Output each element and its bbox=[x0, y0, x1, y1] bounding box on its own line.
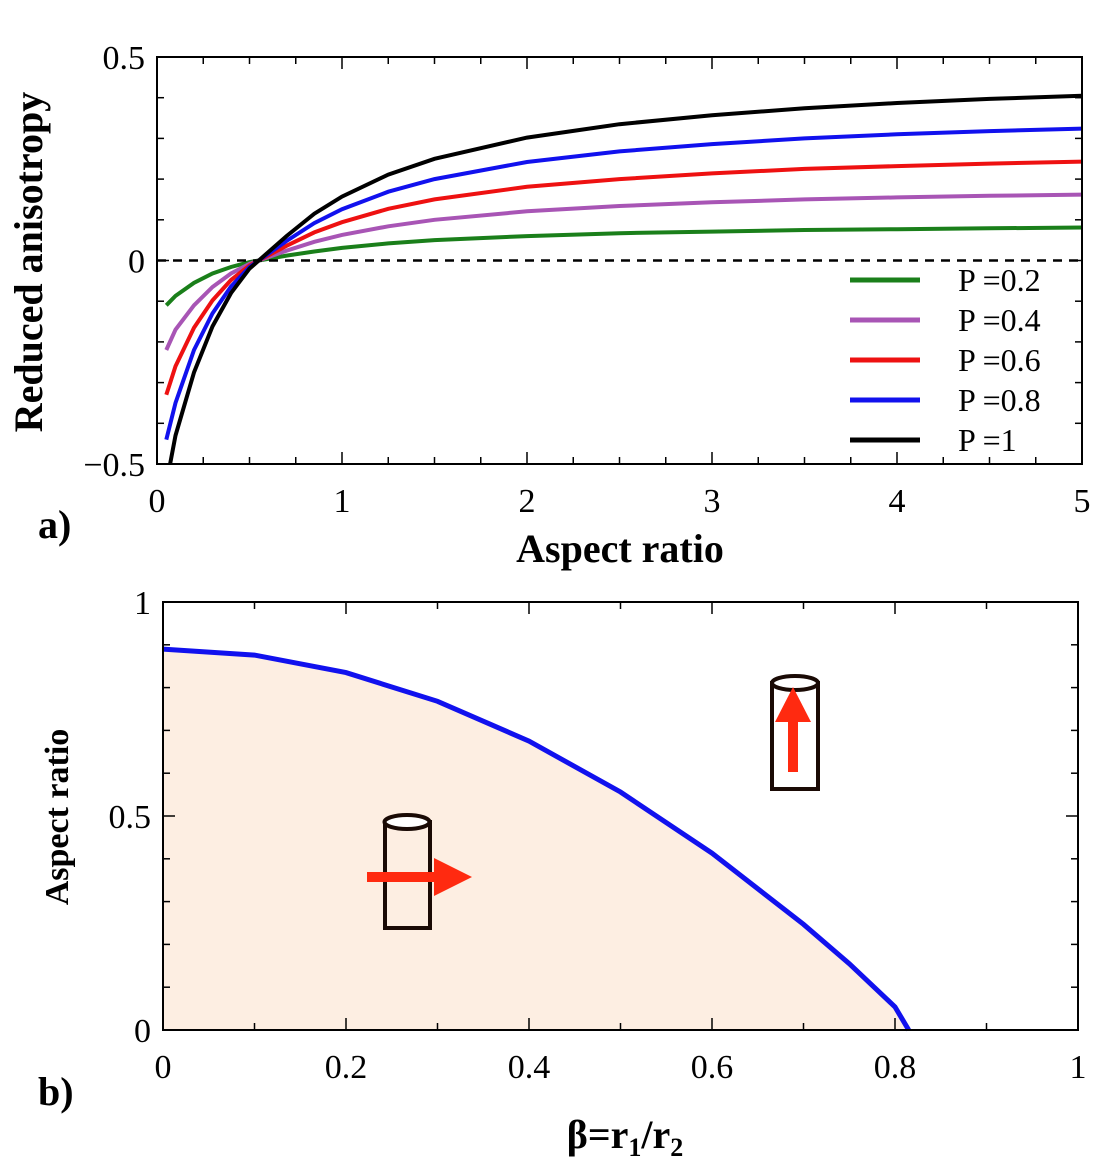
panel-b-frame bbox=[162, 601, 1079, 1031]
y-tick-label: 0.5 bbox=[109, 799, 152, 836]
shaded-region bbox=[163, 649, 909, 1030]
x-tick-label: 0.2 bbox=[325, 1049, 368, 1086]
panel-a-y-axis-title: Reduced anisotropy bbox=[6, 92, 51, 432]
x-tick-label: 0.6 bbox=[691, 1049, 734, 1086]
legend-entry: P =1 bbox=[850, 422, 1017, 458]
vertical-arrow-head bbox=[775, 687, 811, 722]
series-line-1 bbox=[164, 225, 1083, 307]
legend-label: P =1 bbox=[958, 422, 1017, 458]
x-title-sub1: 1 bbox=[628, 1133, 641, 1162]
panel-b-x-axis-title: β=r1/r2 bbox=[567, 1112, 684, 1162]
legend-entry: P =0.8 bbox=[850, 382, 1041, 418]
x-tick-label: 1 bbox=[1070, 1049, 1087, 1086]
panel-b-x-tick-labels: 0 0.2 0.4 0.6 0.8 1 bbox=[155, 1049, 1087, 1086]
legend-label: P =0.2 bbox=[958, 262, 1041, 298]
panel-a-x-tick-labels: 0 1 2 3 4 5 bbox=[149, 483, 1091, 520]
panel-a-label: a) bbox=[38, 502, 71, 547]
legend-entry: P =0.6 bbox=[850, 342, 1041, 378]
panel-a-curves bbox=[164, 93, 1083, 465]
series-line-5 bbox=[168, 93, 1083, 465]
y-tick-label: −0.5 bbox=[83, 447, 145, 484]
legend-label: P =0.4 bbox=[958, 302, 1041, 338]
legend-entry: P =0.2 bbox=[850, 262, 1041, 298]
series-line-3 bbox=[164, 159, 1083, 396]
x-tick-label: 0.8 bbox=[874, 1049, 917, 1086]
panel-b-y-axis-title: Aspect ratio bbox=[39, 729, 76, 906]
x-tick-label: 1 bbox=[334, 483, 351, 520]
x-tick-label: 5 bbox=[1074, 483, 1091, 520]
horizontal-arrow-head bbox=[434, 858, 472, 896]
cylinder-top bbox=[770, 674, 820, 692]
panel-b-label: b) bbox=[38, 1069, 74, 1114]
y-tick-label: 1 bbox=[134, 585, 151, 622]
phase-boundary-curve bbox=[162, 646, 911, 1032]
x-tick-label: 3 bbox=[704, 483, 721, 520]
x-title-mid: /r bbox=[640, 1112, 670, 1157]
series-line-4 bbox=[164, 126, 1083, 441]
x-tick-label: 4 bbox=[889, 483, 906, 520]
x-title-sub2: 2 bbox=[670, 1133, 683, 1162]
panel-b: 00.51 0 0.2 0.4 0.6 0.8 1 Aspect ratio β=r1/r… bbox=[38, 585, 1087, 1162]
panel-a-frame bbox=[156, 56, 1083, 465]
x-title-main: β=r bbox=[567, 1112, 629, 1157]
legend: P =0.2 P =0.4 P =0.6 P =0.8 P =1 bbox=[850, 262, 1041, 458]
x-tick-label: 0.4 bbox=[508, 1049, 551, 1086]
legend-label: P =0.6 bbox=[958, 342, 1041, 378]
panel-a-x-axis-title: Aspect ratio bbox=[516, 526, 724, 571]
y-tick-label: 0.5 bbox=[103, 40, 146, 77]
legend-entry: P =0.4 bbox=[850, 302, 1041, 338]
y-tick-label: 0 bbox=[134, 1013, 151, 1050]
cylinder-top bbox=[382, 813, 432, 831]
panel-a-y-tick-labels: −0.5 0 0.5 bbox=[83, 40, 145, 484]
cylinder-axial-arrow-icon bbox=[770, 674, 820, 791]
y-tick-label: 0 bbox=[128, 244, 145, 281]
x-tick-label: 0 bbox=[149, 483, 166, 520]
series-line-2 bbox=[164, 192, 1083, 351]
legend-label: P =0.8 bbox=[958, 382, 1041, 418]
panel-b-y-tick-labels: 00.51 bbox=[109, 585, 152, 1050]
cylinder-perpendicular-arrow-icon bbox=[367, 813, 472, 930]
x-tick-label: 2 bbox=[519, 483, 536, 520]
x-tick-label: 0 bbox=[155, 1049, 172, 1086]
